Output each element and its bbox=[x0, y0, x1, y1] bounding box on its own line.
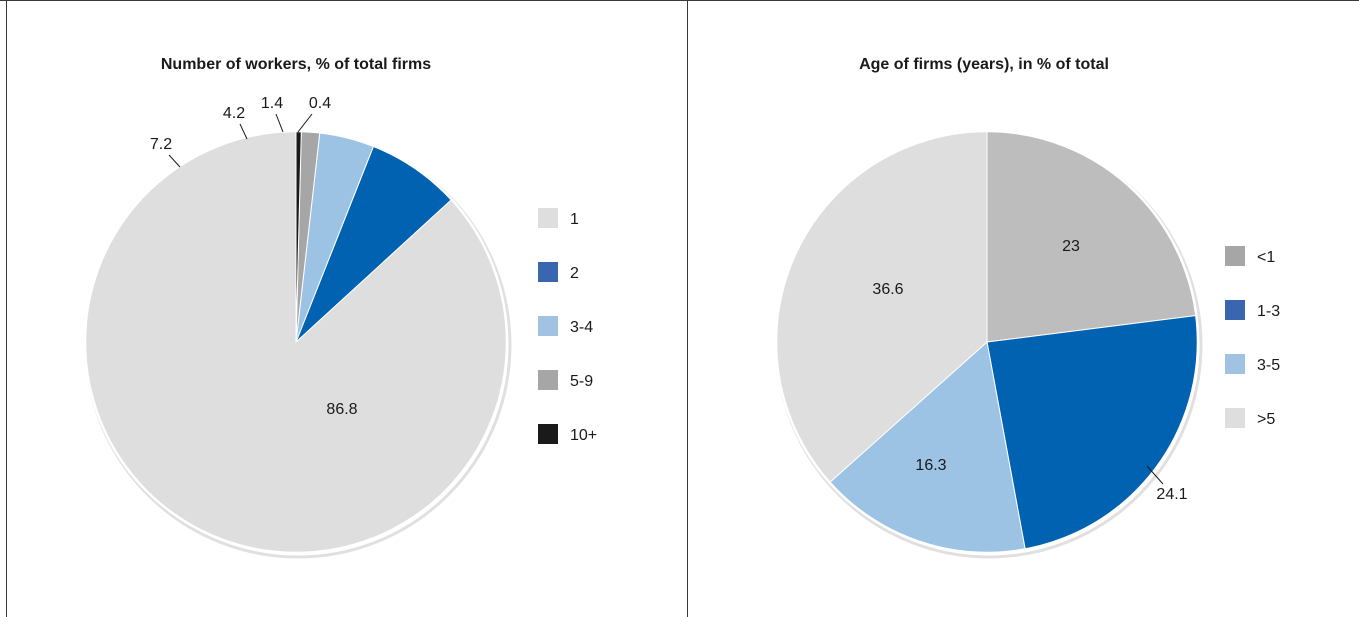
worker-count-data-labels: 86.8 7.2 4.2 1.4 0.4 bbox=[150, 95, 358, 418]
firm-age-slices bbox=[774, 129, 1203, 559]
worker-count-leader-line-5-9 bbox=[275, 113, 284, 133]
firm-age-legend-label-over-5: >5 bbox=[1257, 411, 1275, 428]
worker-count-data-label-1: 86.8 bbox=[326, 401, 357, 418]
worker-count-pie-chart: Number of workers, % of total firms 86.8… bbox=[83, 56, 597, 559]
firm-age-legend-swatch-over-5 bbox=[1225, 408, 1245, 428]
worker-count-legend-swatch-1 bbox=[538, 208, 558, 228]
firm-age-legend-label-1-3: 1-3 bbox=[1257, 303, 1280, 320]
firm-age-data-labels: 23 24.1 16.3 36.6 bbox=[872, 238, 1187, 503]
firm-age-legend-label-3-5: 3-5 bbox=[1257, 357, 1280, 374]
firm-age-pie-outline bbox=[774, 129, 1200, 555]
worker-count-legend-label-3-4: 3-4 bbox=[570, 319, 593, 336]
frame-divider bbox=[687, 0, 688, 617]
firm-age-data-label-3-5: 16.3 bbox=[915, 457, 946, 474]
worker-count-leader-line-10-plus bbox=[297, 113, 313, 133]
firm-age-pie-chart: Age of firms (years), in % of total 23 24… bbox=[774, 56, 1280, 559]
worker-count-data-label-2: 7.2 bbox=[150, 136, 172, 153]
worker-count-data-label-5-9: 1.4 bbox=[261, 95, 283, 112]
worker-count-data-label-3-4: 4.2 bbox=[223, 105, 245, 122]
firm-age-legend-swatch-3-5 bbox=[1225, 354, 1245, 374]
firm-age-legend-swatch-under-1 bbox=[1225, 246, 1245, 266]
frame-top-border bbox=[0, 0, 1359, 1]
worker-count-slices bbox=[83, 129, 512, 559]
firm-age-legend: <1 1-3 3-5 >5 bbox=[1225, 246, 1280, 428]
firm-age-slice-under-1 bbox=[986, 130, 1197, 343]
worker-count-leader-line-2 bbox=[168, 154, 181, 168]
frame-left-border bbox=[6, 0, 7, 617]
worker-count-legend-swatch-2 bbox=[538, 262, 558, 282]
worker-count-legend-label-1: 1 bbox=[570, 211, 579, 228]
firm-age-data-label-1-3: 24.1 bbox=[1156, 486, 1187, 503]
worker-count-data-label-10-plus: 0.4 bbox=[309, 95, 331, 112]
worker-count-legend-swatch-10-plus bbox=[538, 424, 558, 444]
worker-count-legend-swatch-3-4 bbox=[538, 316, 558, 336]
worker-count-chart-title: Number of workers, % of total firms bbox=[161, 56, 431, 73]
firm-age-legend-swatch-1-3 bbox=[1225, 300, 1245, 320]
worker-count-legend-label-10-plus: 10+ bbox=[570, 427, 597, 444]
firm-age-legend-label-under-1: <1 bbox=[1257, 249, 1275, 266]
firm-age-data-label-under-1: 23 bbox=[1062, 238, 1080, 255]
firm-age-data-label-over-5: 36.6 bbox=[872, 281, 903, 298]
firm-age-leader-line-1-3 bbox=[1146, 465, 1164, 485]
worker-count-leader-line-3-4 bbox=[239, 123, 248, 140]
worker-count-legend-swatch-5-9 bbox=[538, 370, 558, 390]
worker-count-pie-outline bbox=[83, 129, 509, 555]
worker-count-legend-label-2: 2 bbox=[570, 265, 579, 282]
worker-count-legend: 1 2 3-4 5-9 10+ bbox=[538, 208, 597, 444]
worker-count-legend-label-5-9: 5-9 bbox=[570, 373, 593, 390]
firm-age-chart-title: Age of firms (years), in % of total bbox=[859, 56, 1109, 73]
